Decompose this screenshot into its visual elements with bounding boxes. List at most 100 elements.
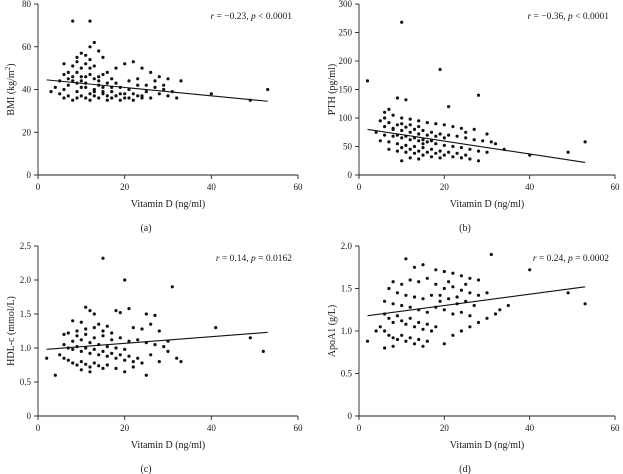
x-tick-label: 0 (36, 423, 41, 433)
data-point (118, 92, 122, 96)
data-point (131, 60, 135, 64)
data-point (131, 365, 135, 369)
data-point (84, 75, 88, 79)
data-point (97, 79, 101, 83)
data-point (105, 70, 109, 74)
data-point (162, 345, 166, 349)
data-point (417, 280, 421, 284)
data-point (101, 55, 105, 60)
data-point (455, 134, 459, 138)
data-point (110, 338, 114, 342)
data-point (75, 96, 79, 100)
data-point (92, 336, 96, 340)
y-tick-label: 1.0 (341, 326, 353, 336)
data-point (209, 92, 213, 96)
data-point (412, 151, 417, 155)
data-point (71, 339, 75, 343)
data-point (45, 356, 49, 360)
data-point (123, 92, 127, 96)
y-tick-label: 150 (339, 85, 353, 95)
data-point (506, 303, 510, 308)
data-point (140, 96, 144, 100)
y-tick-label: 0 (348, 170, 353, 180)
data-point (88, 341, 92, 345)
data-point (421, 146, 425, 150)
regression-line (46, 79, 268, 102)
data-point (417, 119, 421, 123)
data-point (136, 83, 140, 87)
data-point (84, 362, 88, 366)
data-point (395, 96, 399, 100)
data-point (485, 132, 489, 136)
x-tick-label: 60 (611, 423, 621, 433)
y-axis: 0 50 100 150 200 250 300 (339, 0, 360, 180)
data-point (114, 366, 118, 370)
data-point (149, 96, 153, 100)
data-point (374, 329, 378, 333)
data-point (383, 110, 387, 114)
data-point (84, 53, 88, 57)
data-point (110, 351, 114, 355)
data-point (97, 322, 101, 326)
y-axis-title-end: ) (6, 63, 17, 66)
data-point (476, 293, 481, 297)
data-point (71, 75, 75, 79)
data-point (101, 92, 105, 96)
data-point (101, 334, 105, 338)
data-point (438, 293, 442, 297)
data-point (123, 96, 127, 100)
data-point (408, 117, 412, 121)
data-point (118, 98, 122, 102)
data-point (387, 316, 391, 320)
data-point (88, 370, 92, 374)
data-point (140, 327, 144, 331)
data-point (387, 147, 391, 151)
data-point (101, 90, 105, 94)
x-tick-label: 60 (294, 423, 304, 433)
data-point (438, 149, 442, 153)
r-symbol: r (527, 12, 531, 22)
x-axis-title: Vitamin D (ng/ml) (450, 440, 524, 451)
regression-line (46, 331, 268, 350)
data-point (71, 361, 75, 365)
data-point (391, 126, 395, 130)
data-point (71, 79, 75, 83)
data-point (140, 66, 144, 70)
data-point (266, 87, 270, 92)
x-tick-label: 0 (36, 182, 41, 192)
data-point (114, 346, 118, 350)
data-point (62, 332, 66, 336)
data-point (434, 142, 438, 146)
data-point (58, 353, 62, 357)
data-point (118, 336, 122, 340)
data-point (179, 79, 183, 83)
data-point (455, 295, 459, 299)
data-point (400, 116, 404, 120)
data-point (459, 288, 463, 292)
data-point (468, 291, 472, 295)
data-point (248, 336, 252, 340)
data-point (62, 72, 66, 77)
data-point (408, 123, 412, 127)
data-point (493, 312, 498, 316)
data-point (395, 149, 399, 153)
data-point (429, 155, 434, 159)
data-point (451, 312, 455, 316)
y-axis-title-main: PTH (pg/ml) (327, 64, 338, 115)
r-symbol: r (210, 12, 214, 22)
data-point (53, 85, 57, 89)
data-point (421, 344, 425, 348)
data-point (127, 79, 131, 83)
correlation-annotation: r = 0.24, p = 0.0002 (533, 254, 609, 264)
data-point (421, 153, 425, 157)
data-point (261, 349, 265, 353)
y-tick-label: 2.5 (20, 241, 32, 251)
data-point (374, 130, 378, 134)
data-point (79, 85, 83, 89)
data-point (429, 147, 434, 151)
data-point (97, 75, 101, 79)
y-tick-label: 20 (22, 127, 32, 137)
data-point (404, 257, 408, 261)
data-point (412, 342, 417, 346)
data-point (79, 368, 83, 372)
